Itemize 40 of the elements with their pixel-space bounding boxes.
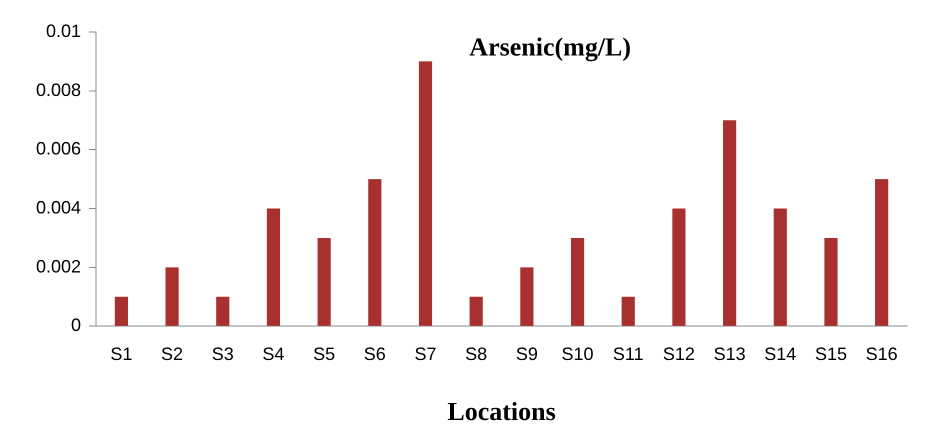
bar [216,296,230,326]
bar [114,296,128,326]
x-tick-label: S4 [262,344,284,364]
x-tick-label: S14 [764,344,796,364]
y-tick-label: 0.01 [46,20,82,41]
bar [318,238,331,326]
bar [470,296,483,326]
x-tick-label: S15 [814,344,847,364]
x-tick-label: S16 [866,344,898,364]
bar [774,208,787,326]
bar [165,267,179,326]
x-tick-label: S7 [414,344,437,364]
x-tick-label: S6 [364,344,386,364]
bar [520,267,534,326]
bar [875,179,888,326]
x-tick-label: S3 [212,344,234,364]
y-tick-label: 0.006 [36,138,82,159]
bar [672,208,686,326]
x-tick-label: S13 [714,344,746,364]
x-tick-label: S8 [465,344,488,364]
x-tick-label: S1 [110,344,132,364]
x-axis-title: Locations [447,397,556,426]
y-tick-label: 0 [71,315,82,336]
y-tick-label: 0.002 [36,256,82,276]
bar [570,238,584,326]
y-tick-label: 0.004 [36,197,82,218]
x-tick-label: S2 [161,344,184,364]
bar [266,208,280,326]
chart-title: Arsenic(mg/L) [469,32,632,62]
x-tick-label: S12 [662,344,695,364]
bar [824,238,838,326]
bar [622,296,635,326]
x-tick-label: S9 [516,344,538,364]
bar [368,179,382,326]
x-tick-label: S11 [612,344,644,364]
x-tick-label: S5 [313,344,336,364]
bar [723,120,736,326]
bar [418,61,432,326]
x-tick-label: S10 [562,344,594,364]
y-tick-label: 0.008 [36,80,82,100]
